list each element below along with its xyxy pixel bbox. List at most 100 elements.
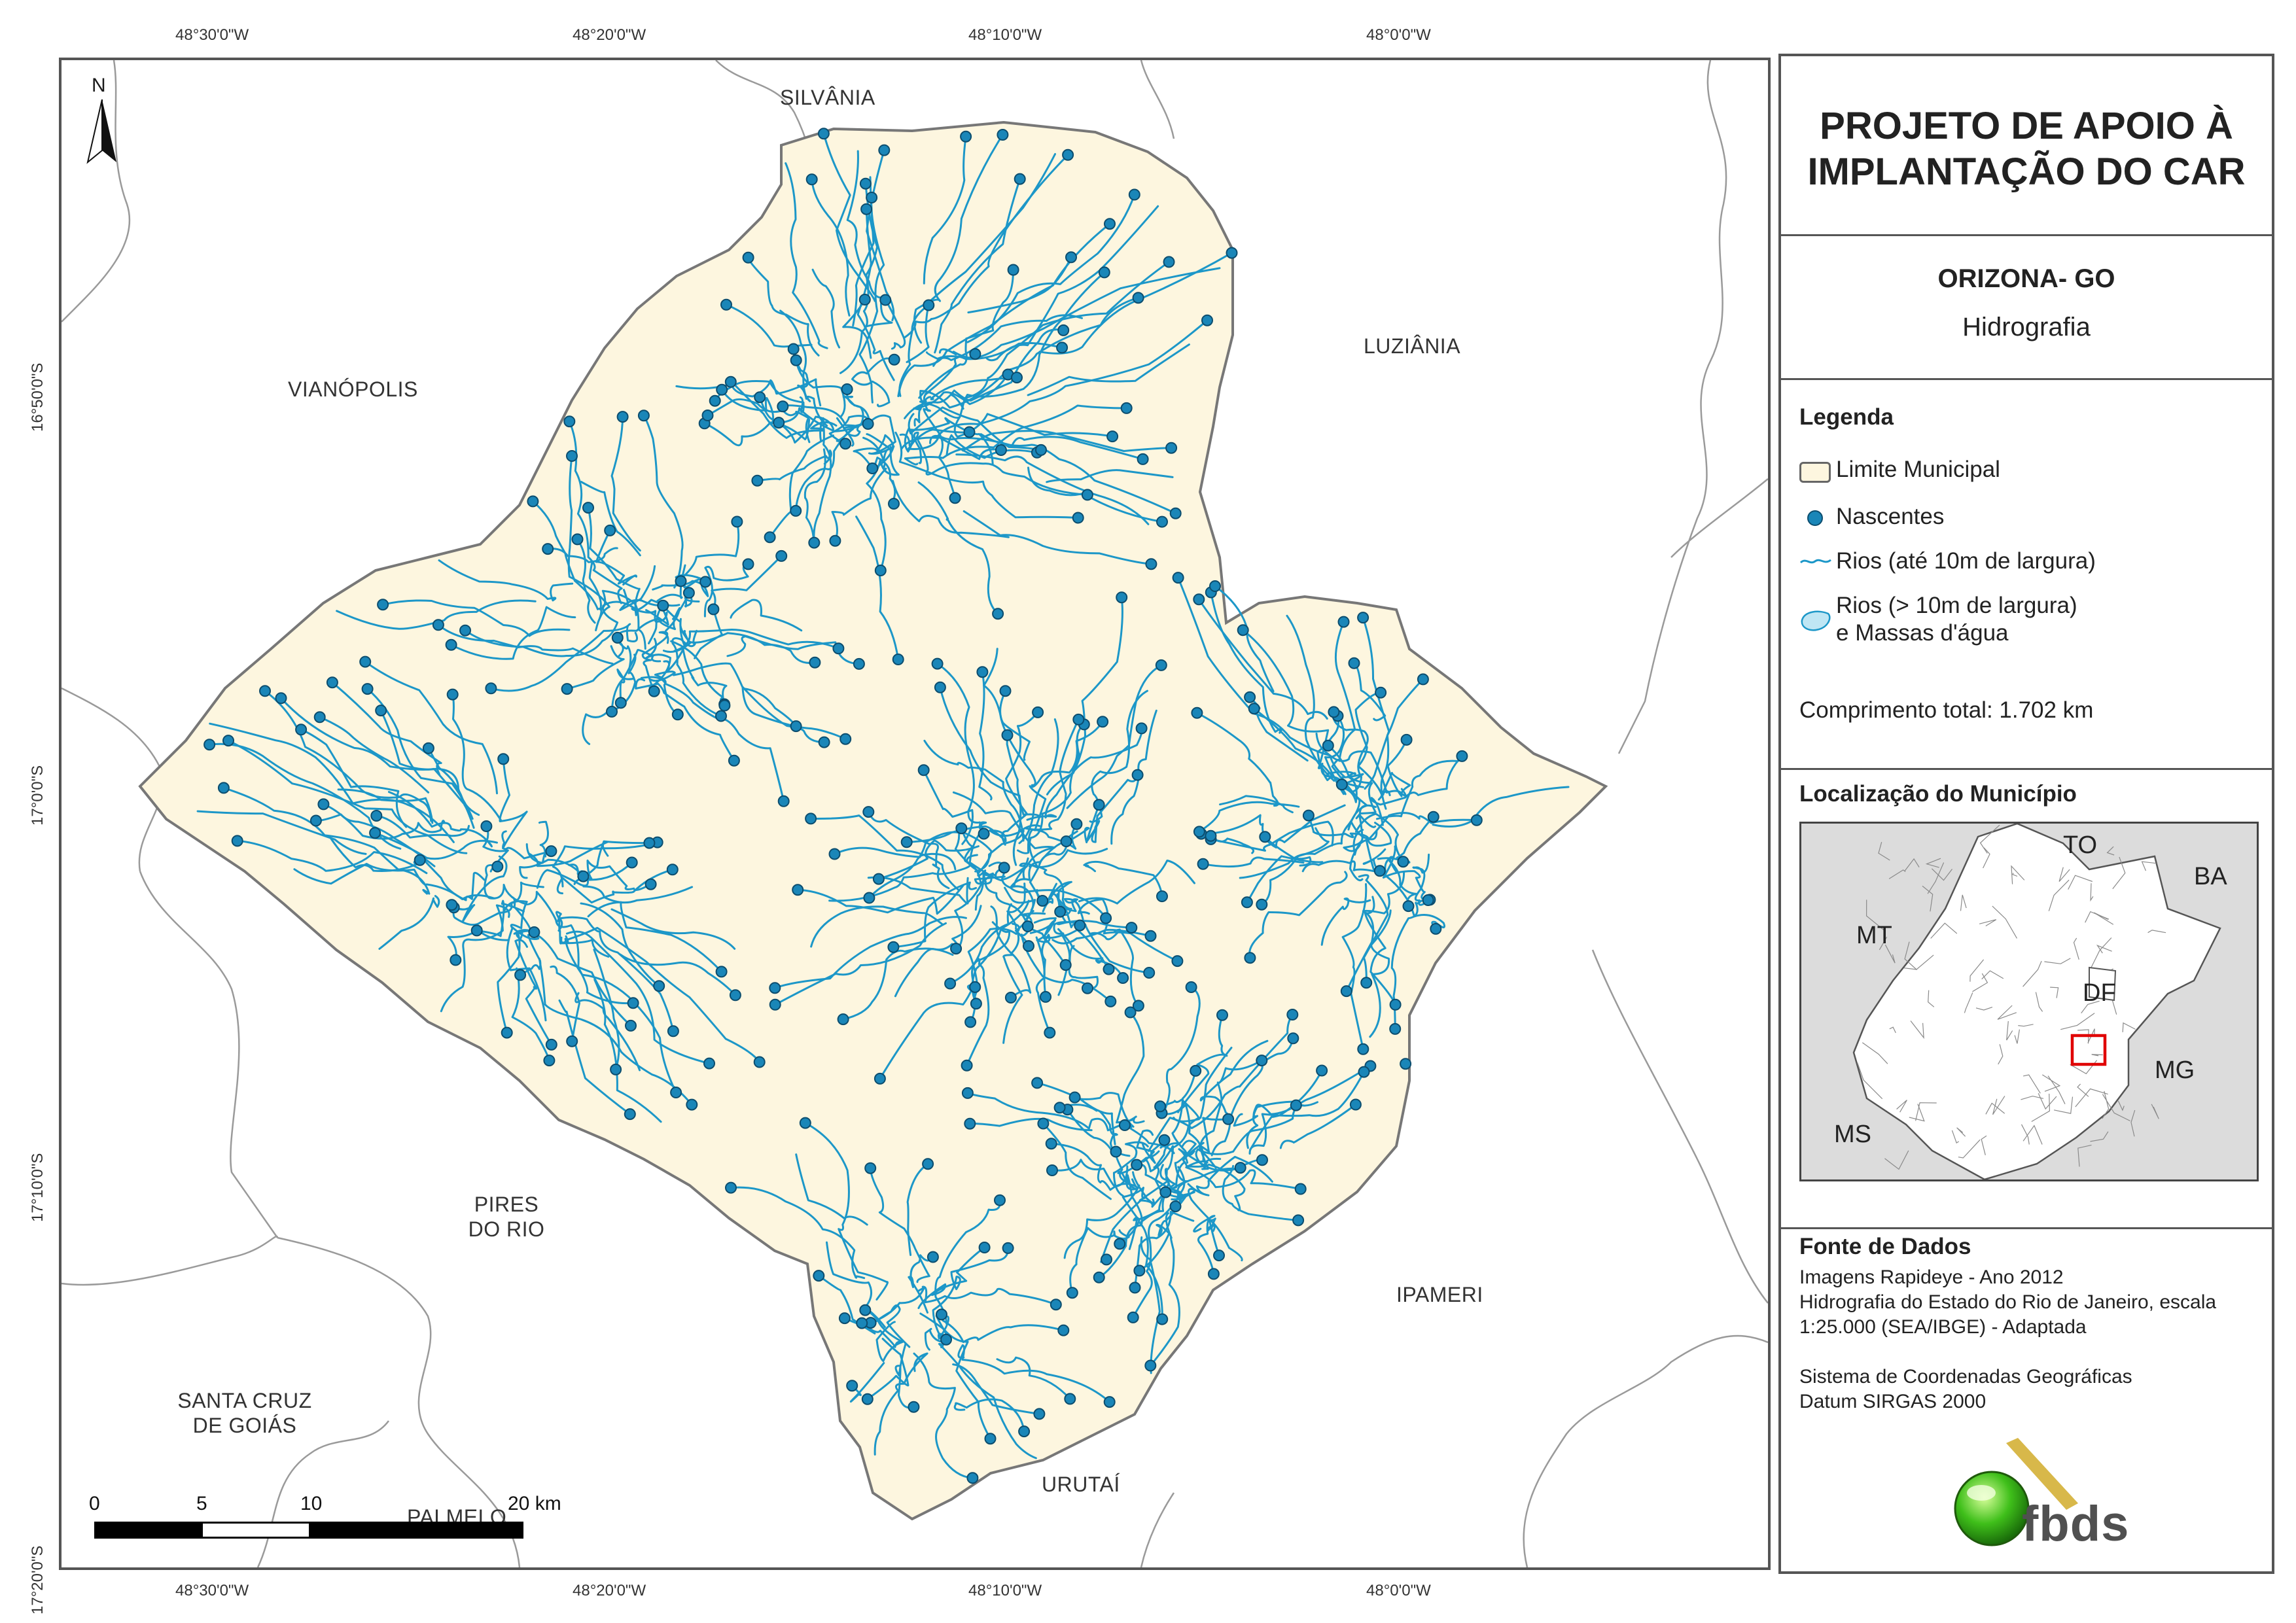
spring-point (295, 724, 308, 736)
label-santa-cruz-1: SANTA CRUZ (177, 1389, 312, 1412)
river-segment (619, 953, 737, 996)
river-segment (959, 830, 994, 877)
inset-municipality-line (2130, 1109, 2136, 1137)
scale-bar-segment-white (203, 1524, 309, 1537)
coord-left-4: 17°20'0"S (29, 1545, 46, 1614)
river-segment (711, 555, 783, 612)
scale-tick-5: 5 (196, 1493, 207, 1514)
river-segment (1149, 1212, 1180, 1367)
river-segment (1051, 928, 1152, 945)
river-segment (804, 1122, 889, 1300)
spring-point (787, 343, 800, 355)
source-line-4: Sistema de Coordenadas Geográficas (1799, 1366, 2132, 1387)
water-body-swatch-icon (1801, 610, 1831, 631)
spring-point (853, 657, 865, 670)
river-segment (1051, 1159, 1129, 1188)
spring-point (1402, 900, 1415, 913)
spring-point (577, 870, 590, 882)
spring-point (1357, 612, 1369, 624)
spring-point (775, 550, 788, 562)
river-segment (1161, 986, 1201, 1117)
river-segment (730, 378, 822, 407)
inset-municipality-line (1979, 824, 2000, 854)
inset-municipality-line (1884, 1150, 1909, 1170)
spring-point (724, 375, 737, 388)
spring-point (610, 1063, 622, 1075)
river-segment (897, 222, 1111, 398)
river-segment (1132, 1166, 1186, 1319)
spring-point (1036, 895, 1049, 907)
river-segment (1249, 1070, 1323, 1151)
river-segment (921, 1285, 1057, 1306)
spring-point (1045, 1138, 1057, 1150)
river-segment (874, 1352, 928, 1456)
river-segment (560, 926, 761, 1063)
spring-point (1143, 967, 1156, 979)
location-inset-map: TO BA MT DF MG MS (1799, 822, 2259, 1181)
spring-point (361, 683, 374, 695)
spring-point (326, 676, 338, 689)
map-canvas[interactable] (62, 60, 1768, 1567)
river-segment (557, 916, 675, 1032)
spring-point (934, 681, 946, 693)
df-shape (2089, 966, 2117, 1002)
spring-point (1057, 1324, 1070, 1336)
river-segment (1171, 1188, 1243, 1262)
spring-point (571, 533, 584, 546)
spring-point (1114, 1238, 1126, 1250)
spring-point (375, 705, 387, 717)
map-frame[interactable]: SILVÂNIA LUZIÂNIA VIANÓPOLIS PIRES DO RI… (59, 58, 1771, 1570)
spring-point (1069, 1091, 1081, 1104)
river-segment (730, 599, 803, 632)
inset-municipality-line (2047, 1075, 2066, 1104)
scale-tick-0: 0 (89, 1493, 100, 1514)
inset-municipality-lines (1856, 824, 2166, 1170)
spring-point (445, 638, 457, 651)
river-segment (942, 1319, 1065, 1343)
river-segment (869, 1167, 930, 1283)
inset-municipality-line (2081, 1000, 2100, 1014)
spring-point (790, 720, 802, 733)
river-segment (567, 455, 610, 631)
label-santa-cruz-2: DE GOIÁS (192, 1414, 297, 1437)
spring-point (1110, 1145, 1122, 1158)
river-segment (811, 268, 841, 349)
spring-point (1072, 512, 1084, 524)
spring-point (1081, 489, 1093, 501)
spring-point (888, 498, 900, 510)
spring-point (1358, 1066, 1370, 1078)
spring-point (1145, 558, 1157, 570)
river-segment (1148, 1013, 1294, 1152)
river-segment (725, 304, 813, 348)
spring-point (970, 998, 982, 1010)
inset-municipality-line (2050, 986, 2059, 998)
river-segment (741, 688, 847, 741)
river-segment (236, 839, 428, 875)
river-segment (1197, 598, 1328, 720)
river-segment (1048, 881, 1133, 929)
inset-municipality-line (1904, 941, 1917, 970)
spring-point (955, 822, 968, 835)
river-segment (610, 908, 736, 950)
river-segment (671, 629, 722, 717)
spring-point (1169, 1200, 1182, 1213)
river-segment (966, 1092, 1137, 1132)
river-segment (501, 830, 552, 860)
river-segment (315, 813, 436, 867)
river-segment (1358, 874, 1389, 984)
river-segment (1086, 774, 1139, 843)
spring-point (1132, 1000, 1144, 1012)
spring-point (817, 128, 830, 140)
river-segment (1362, 616, 1390, 790)
river-segment (1018, 718, 1059, 845)
river-segment (1377, 739, 1411, 801)
spring-point (1060, 835, 1072, 848)
divider-2 (1781, 378, 2272, 380)
river-segment (503, 900, 547, 1022)
spring-point (1417, 673, 1429, 686)
spring-point (1014, 173, 1026, 185)
river-segment (945, 434, 1038, 459)
river-segment (450, 606, 576, 660)
inset-municipality-line (1992, 1096, 2005, 1115)
spring-point (866, 192, 878, 203)
